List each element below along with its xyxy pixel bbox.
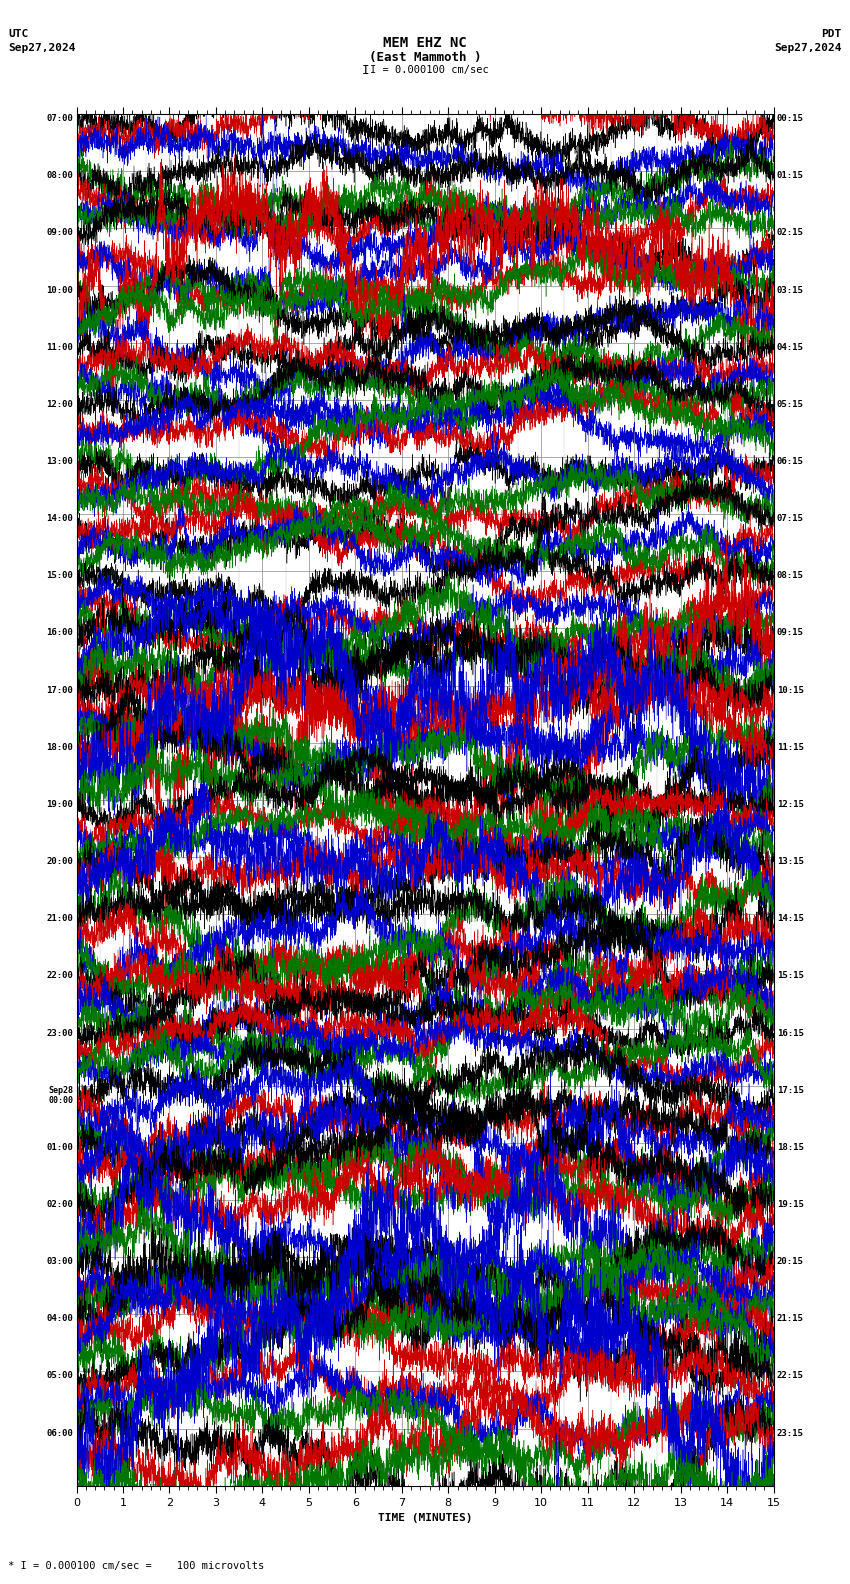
Text: 17:15: 17:15 <box>777 1085 804 1095</box>
Text: 16:00: 16:00 <box>46 629 73 637</box>
Text: 21:15: 21:15 <box>777 1315 804 1323</box>
Text: Sep27,2024: Sep27,2024 <box>8 43 76 52</box>
Text: 16:15: 16:15 <box>777 1028 804 1038</box>
Text: * I = 0.000100 cm/sec =    100 microvolts: * I = 0.000100 cm/sec = 100 microvolts <box>8 1562 264 1571</box>
Text: 02:15: 02:15 <box>777 228 804 238</box>
Text: 15:00: 15:00 <box>46 572 73 580</box>
Text: 14:00: 14:00 <box>46 515 73 523</box>
Text: 19:00: 19:00 <box>46 800 73 809</box>
Text: 07:00: 07:00 <box>46 114 73 124</box>
Text: MEM EHZ NC: MEM EHZ NC <box>383 36 467 51</box>
Text: 12:15: 12:15 <box>777 800 804 809</box>
Text: 18:15: 18:15 <box>777 1142 804 1152</box>
Text: 05:00: 05:00 <box>46 1372 73 1381</box>
Text: Sep28
00:00: Sep28 00:00 <box>48 1085 73 1106</box>
Text: 06:00: 06:00 <box>46 1429 73 1438</box>
Text: 09:00: 09:00 <box>46 228 73 238</box>
Text: (East Mammoth ): (East Mammoth ) <box>369 51 481 63</box>
Text: 23:15: 23:15 <box>777 1429 804 1438</box>
Text: 23:00: 23:00 <box>46 1028 73 1038</box>
Text: 21:00: 21:00 <box>46 914 73 923</box>
Text: 18:00: 18:00 <box>46 743 73 752</box>
Text: 19:15: 19:15 <box>777 1201 804 1209</box>
Text: 01:15: 01:15 <box>777 171 804 181</box>
Text: I: I <box>362 63 369 78</box>
Text: I = 0.000100 cm/sec: I = 0.000100 cm/sec <box>370 65 489 74</box>
Text: 02:00: 02:00 <box>46 1201 73 1209</box>
Text: 08:15: 08:15 <box>777 572 804 580</box>
Text: 22:00: 22:00 <box>46 971 73 980</box>
Text: 20:15: 20:15 <box>777 1258 804 1266</box>
Text: 06:15: 06:15 <box>777 456 804 466</box>
Text: 07:15: 07:15 <box>777 515 804 523</box>
Text: 14:15: 14:15 <box>777 914 804 923</box>
Text: 11:15: 11:15 <box>777 743 804 752</box>
Text: 00:15: 00:15 <box>777 114 804 124</box>
Text: 20:00: 20:00 <box>46 857 73 866</box>
Text: 04:15: 04:15 <box>777 342 804 352</box>
Text: 13:15: 13:15 <box>777 857 804 866</box>
Text: 13:00: 13:00 <box>46 456 73 466</box>
Text: 09:15: 09:15 <box>777 629 804 637</box>
Text: 15:15: 15:15 <box>777 971 804 980</box>
Text: 10:00: 10:00 <box>46 285 73 295</box>
Text: 05:15: 05:15 <box>777 399 804 409</box>
Text: 10:15: 10:15 <box>777 686 804 695</box>
X-axis label: TIME (MINUTES): TIME (MINUTES) <box>377 1513 473 1524</box>
Text: 04:00: 04:00 <box>46 1315 73 1323</box>
Text: 11:00: 11:00 <box>46 342 73 352</box>
Text: 03:15: 03:15 <box>777 285 804 295</box>
Text: 12:00: 12:00 <box>46 399 73 409</box>
Text: 22:15: 22:15 <box>777 1372 804 1381</box>
Text: 08:00: 08:00 <box>46 171 73 181</box>
Text: 03:00: 03:00 <box>46 1258 73 1266</box>
Text: 17:00: 17:00 <box>46 686 73 695</box>
Text: 01:00: 01:00 <box>46 1142 73 1152</box>
Text: Sep27,2024: Sep27,2024 <box>774 43 842 52</box>
Text: UTC: UTC <box>8 29 29 38</box>
Text: PDT: PDT <box>821 29 842 38</box>
